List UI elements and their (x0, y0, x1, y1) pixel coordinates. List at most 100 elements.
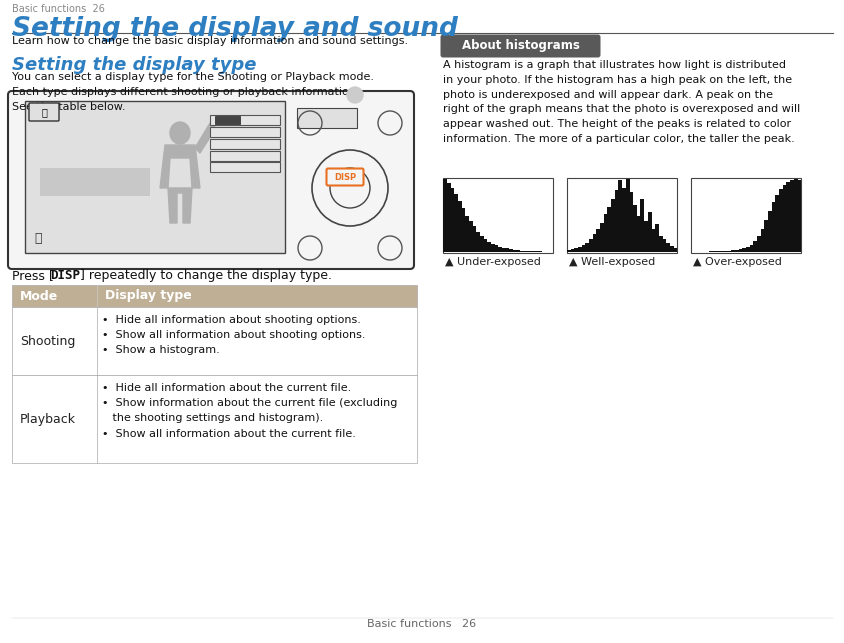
Bar (210, 127, 279, 137)
Bar (599, 223, 603, 252)
Bar (618, 181, 622, 252)
Bar (662, 239, 666, 252)
Bar (588, 239, 592, 252)
Bar (468, 221, 473, 252)
Bar (497, 247, 501, 252)
Bar (566, 178, 676, 253)
Bar (760, 229, 764, 252)
FancyBboxPatch shape (29, 103, 59, 121)
Bar (647, 212, 651, 252)
Bar (210, 162, 279, 172)
Bar (505, 248, 509, 252)
Bar (12, 307, 416, 375)
Text: ▲ Over-exposed: ▲ Over-exposed (692, 257, 781, 267)
Bar (523, 251, 528, 252)
Bar (745, 247, 749, 252)
FancyBboxPatch shape (326, 168, 363, 185)
Bar (614, 190, 618, 252)
Bar (669, 246, 673, 252)
Bar (727, 251, 731, 252)
Bar (657, 236, 662, 252)
Bar (665, 243, 669, 252)
Bar (632, 204, 636, 252)
Bar (527, 251, 531, 252)
Bar (742, 248, 745, 252)
Bar (464, 215, 468, 252)
Bar (782, 185, 786, 252)
Text: Display type: Display type (105, 289, 192, 302)
Bar (566, 250, 571, 252)
Polygon shape (160, 145, 200, 188)
Bar (210, 151, 279, 161)
Text: 🖐: 🖐 (35, 232, 41, 245)
Bar (210, 139, 279, 149)
Polygon shape (168, 188, 192, 223)
Bar (519, 251, 523, 252)
Text: Basic functions  26: Basic functions 26 (12, 4, 105, 14)
Bar (673, 248, 677, 252)
Text: •  Hide all information about the current file.
•  Show information about the cu: • Hide all information about the current… (102, 383, 397, 439)
Bar (789, 180, 793, 252)
Text: ▲ Well-exposed: ▲ Well-exposed (568, 257, 654, 267)
Bar (472, 226, 476, 252)
Bar (483, 239, 487, 252)
Bar (734, 250, 738, 252)
Bar (12, 375, 416, 463)
Bar (767, 211, 771, 252)
Text: DISP: DISP (333, 172, 355, 181)
Bar (775, 195, 778, 252)
Bar (570, 249, 574, 252)
Bar (738, 249, 742, 252)
Bar (716, 251, 720, 252)
Text: Mode: Mode (20, 289, 58, 302)
Text: Setting the display and sound: Setting the display and sound (12, 16, 457, 42)
Text: ] repeatedly to change the display type.: ] repeatedly to change the display type. (80, 269, 332, 282)
Bar (585, 242, 589, 252)
Bar (651, 229, 655, 252)
Text: Playback: Playback (20, 413, 76, 426)
Bar (607, 207, 611, 252)
Bar (629, 192, 633, 252)
Bar (610, 199, 614, 252)
Bar (636, 215, 640, 252)
Bar (581, 245, 585, 252)
Bar (690, 178, 800, 253)
Bar (640, 199, 644, 252)
Text: Learn how to change the basic display information and sound settings.: Learn how to change the basic display in… (12, 36, 408, 46)
Bar (490, 244, 495, 252)
Bar (25, 101, 284, 253)
Bar (461, 208, 465, 252)
Bar (442, 178, 552, 253)
Bar (654, 224, 658, 252)
Text: You can select a display type for the Shooting or Playback mode.
Each type displ: You can select a display type for the Sh… (12, 72, 374, 112)
FancyBboxPatch shape (440, 35, 600, 57)
Bar (486, 242, 490, 252)
Text: Press [: Press [ (12, 269, 54, 282)
Bar (643, 221, 647, 252)
Bar (730, 250, 734, 252)
FancyBboxPatch shape (8, 91, 414, 269)
Text: ▲ Under-exposed: ▲ Under-exposed (445, 257, 540, 267)
Text: Setting the display type: Setting the display type (12, 56, 257, 74)
Bar (778, 189, 782, 252)
Text: A histogram is a graph that illustrates how light is distributed
in your photo. : A histogram is a graph that illustrates … (442, 60, 799, 144)
Ellipse shape (170, 122, 190, 144)
Bar (508, 249, 512, 252)
Bar (446, 183, 451, 252)
Bar (494, 246, 498, 252)
Bar (450, 188, 454, 252)
Bar (786, 182, 790, 252)
Bar (453, 194, 457, 252)
Bar (457, 201, 462, 252)
Bar (512, 250, 517, 252)
Text: •  Hide all information about shooting options.
•  Show all information about sh: • Hide all information about shooting op… (102, 315, 365, 356)
Bar (723, 251, 728, 252)
Bar (719, 251, 723, 252)
Bar (296, 108, 356, 128)
Bar (577, 247, 582, 252)
Bar (764, 220, 767, 252)
Bar (516, 250, 520, 252)
Bar (501, 248, 506, 252)
Bar (793, 179, 797, 252)
Bar (214, 116, 240, 124)
